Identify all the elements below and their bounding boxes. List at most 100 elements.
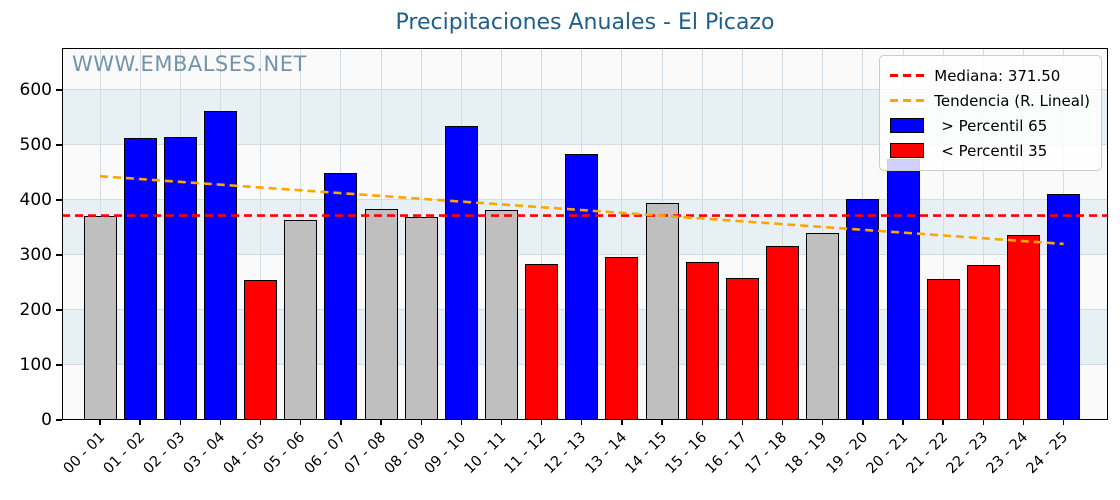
y-tick-mark <box>56 309 62 311</box>
legend: Mediana: 371.50 Tendencia (R. Lineal) > … <box>879 55 1102 171</box>
x-tick-label: 06 - 07 <box>301 429 349 478</box>
bar-15-16 <box>685 261 719 420</box>
y-tick-mark <box>56 144 62 146</box>
x-tick-mark <box>500 420 503 425</box>
x-tick-mark <box>179 420 181 425</box>
y-tick-label: 500 <box>19 134 52 155</box>
x-tick-mark <box>1022 420 1025 425</box>
x-tick-label: 17 - 18 <box>742 429 791 478</box>
bar-17-18 <box>766 246 800 420</box>
vertical-gridline <box>782 48 784 420</box>
watermark: WWW.EMBALSES.NET <box>72 52 307 76</box>
y-tick-mark <box>56 419 62 421</box>
x-tick-mark <box>219 420 222 425</box>
x-tick-label: 07 - 08 <box>341 429 389 478</box>
y-tick-label: 300 <box>19 244 52 265</box>
bar-04-05 <box>244 279 278 420</box>
y-tick-label: 400 <box>19 189 52 210</box>
x-tick-mark <box>420 420 422 425</box>
bar-05-06 <box>284 219 318 420</box>
legend-median-label: Mediana: 371.50 <box>934 66 1061 85</box>
legend-item-high: > Percentil 65 <box>890 113 1090 138</box>
horizontal-gridline <box>62 89 1108 91</box>
x-tick-mark <box>259 420 262 425</box>
legend-item-low: < Percentil 35 <box>890 138 1090 163</box>
vertical-gridline <box>741 48 743 420</box>
x-tick-mark <box>460 420 463 425</box>
bar-03-04 <box>203 111 237 420</box>
y-tick-mark <box>56 89 62 91</box>
vertical-gridline <box>942 48 944 420</box>
trend-line <box>99 174 1064 246</box>
trend-dash-icon <box>890 99 925 102</box>
legend-high-label: > Percentil 65 <box>941 116 1048 135</box>
x-tick-label: 01 - 02 <box>100 429 149 478</box>
x-tick-mark <box>982 420 984 425</box>
x-tick-label: 21 - 22 <box>903 429 952 478</box>
x-tick-label: 24 - 25 <box>1023 429 1072 478</box>
x-tick-label: 19 - 20 <box>823 429 871 478</box>
x-tick-mark <box>1062 420 1065 425</box>
bar-19-20 <box>846 199 880 420</box>
vertical-gridline <box>260 48 262 420</box>
x-tick-label: 23 - 24 <box>983 429 1032 478</box>
chart-title: Precipitaciones Anuales - El Picazo <box>395 10 775 35</box>
x-tick-label: 02 - 03 <box>140 429 189 478</box>
bar-11-12 <box>525 264 559 420</box>
x-tick-label: 10 - 11 <box>461 429 510 478</box>
bar-13-14 <box>605 257 639 420</box>
bar-21-22 <box>926 279 960 420</box>
bar-09-10 <box>444 126 478 420</box>
x-tick-mark <box>340 420 342 425</box>
x-tick-label: 14 - 15 <box>622 429 671 478</box>
y-tick-label: 0 <box>41 410 52 430</box>
x-tick-mark <box>862 420 864 425</box>
x-tick-label: 15 - 16 <box>662 429 711 478</box>
bar-18-19 <box>806 232 840 420</box>
y-tick-mark <box>56 199 62 201</box>
high-percentile-swatch-icon <box>890 118 925 133</box>
x-tick-mark <box>380 420 382 425</box>
vertical-gridline <box>1022 48 1024 420</box>
bar-20-21 <box>886 159 920 420</box>
x-tick-label: 13 - 14 <box>582 429 630 478</box>
x-tick-label: 22 - 23 <box>943 429 992 478</box>
x-tick-label: 05 - 06 <box>261 429 309 478</box>
x-tick-mark <box>942 420 944 425</box>
plot-area: WWW.EMBALSES.NET Mediana: 371.50 Tendenc… <box>20 48 1108 477</box>
x-tick-mark <box>902 420 904 425</box>
legend-item-trend: Tendencia (R. Lineal) <box>890 88 1090 113</box>
x-tick-label: 00 - 01 <box>60 429 108 478</box>
vertical-gridline <box>701 48 703 420</box>
reference-lines <box>62 174 1108 246</box>
bar-08-09 <box>404 216 438 420</box>
bar-10-11 <box>485 209 518 420</box>
x-tick-label: 11 - 12 <box>501 429 550 478</box>
x-tick-mark <box>621 420 623 425</box>
vertical-gridline <box>541 48 543 420</box>
y-tick-mark <box>56 254 62 256</box>
x-tick-mark <box>822 420 824 425</box>
x-tick-mark <box>661 420 663 425</box>
x-tick-label: 03 - 04 <box>180 429 229 478</box>
x-tick-mark <box>701 420 703 425</box>
x-tick-mark <box>581 420 583 425</box>
vertical-gridline <box>621 48 623 420</box>
legend-low-label: < Percentil 35 <box>941 141 1048 160</box>
legend-trend-label: Tendencia (R. Lineal) <box>934 91 1090 110</box>
vertical-gridline <box>982 48 984 420</box>
x-tick-label: 20 - 21 <box>863 429 911 478</box>
x-tick-label: 04 - 05 <box>220 429 269 478</box>
bar-22-23 <box>966 265 1000 420</box>
bar-00-01 <box>83 216 117 420</box>
y-tick-label: 200 <box>19 299 52 320</box>
low-percentile-swatch-icon <box>890 143 925 158</box>
x-tick-mark <box>300 420 302 425</box>
bar-14-15 <box>645 202 679 420</box>
bar-16-17 <box>725 278 759 420</box>
legend-item-median: Mediana: 371.50 <box>890 63 1090 88</box>
x-tick-label: 18 - 19 <box>782 429 831 478</box>
x-tick-mark <box>741 420 744 425</box>
bar-01-02 <box>123 138 157 420</box>
